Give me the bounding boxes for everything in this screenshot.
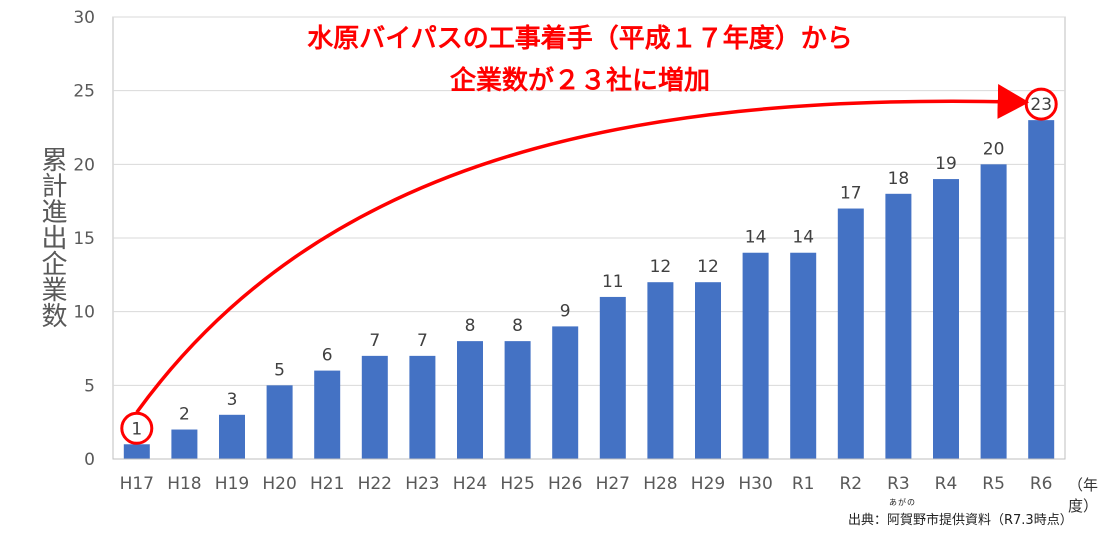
bar xyxy=(837,208,864,459)
growth-arrow xyxy=(135,84,1030,414)
data-label: 12 xyxy=(650,257,672,277)
x-tick-label: H26 xyxy=(548,474,582,494)
bar xyxy=(742,252,769,459)
data-label: 1 xyxy=(131,419,142,439)
data-label: 7 xyxy=(369,331,380,351)
data-label: 18 xyxy=(888,169,910,189)
x-tick-label: R6 xyxy=(1030,474,1053,494)
y-tick-label: 15 xyxy=(73,229,95,249)
data-label: 14 xyxy=(792,228,814,248)
x-tick-label: R3 xyxy=(887,474,910,494)
data-label: 5 xyxy=(274,360,285,380)
headline-line-1: 水原バイパスの工事着手（平成１７年度）から xyxy=(307,24,853,54)
bar xyxy=(790,252,817,459)
highlight-circle xyxy=(120,411,154,445)
y-tick-label: 0 xyxy=(84,450,95,470)
bar xyxy=(885,193,912,460)
data-label: 12 xyxy=(697,257,719,277)
bar xyxy=(504,341,531,459)
data-label: 17 xyxy=(840,184,862,204)
x-tick-label: H28 xyxy=(643,474,677,494)
annotation xyxy=(120,84,1058,445)
source-ruby: あがの xyxy=(889,498,916,507)
bar xyxy=(409,355,436,459)
x-tick-label: H25 xyxy=(500,474,534,494)
bars xyxy=(123,120,1055,460)
bar xyxy=(599,296,626,459)
x-tick-label: H19 xyxy=(215,474,249,494)
bar xyxy=(219,414,245,459)
x-tick-label: H20 xyxy=(262,474,296,494)
x-tick-label: H21 xyxy=(310,474,344,494)
y-tick-label: 20 xyxy=(73,155,95,175)
x-tick-label: H23 xyxy=(405,474,439,494)
data-label: 9 xyxy=(560,301,571,321)
x-axis-unit: （年度） xyxy=(1068,476,1099,515)
bar xyxy=(457,341,483,459)
y-tick-label: 10 xyxy=(73,303,95,323)
x-tick-label: H18 xyxy=(167,474,201,494)
bar xyxy=(123,444,150,459)
y-axis-label: 累計進出企業数 xyxy=(37,146,67,328)
bar xyxy=(314,370,341,459)
source-note: 出典：阿賀野市提供資料（R7.3時点） xyxy=(848,513,1073,528)
data-label: 8 xyxy=(465,316,476,336)
x-tick-label: R5 xyxy=(982,474,1005,494)
bar xyxy=(552,326,579,459)
data-label: 8 xyxy=(512,316,523,336)
bar xyxy=(980,164,1007,460)
x-tick-label: H30 xyxy=(738,474,772,494)
data-label: 6 xyxy=(322,346,333,366)
data-label: 3 xyxy=(227,390,238,410)
x-tick-label: R1 xyxy=(792,474,815,494)
headline-line-2: 企業数が２３社に増加 xyxy=(449,66,710,96)
y-tick-label: 25 xyxy=(73,82,95,102)
x-tick-label: H17 xyxy=(120,474,154,494)
data-label: 19 xyxy=(935,154,957,174)
x-tick-label: H24 xyxy=(453,474,487,494)
data-label: 20 xyxy=(983,139,1005,159)
x-tick-label: H22 xyxy=(358,474,392,494)
x-tick-label: H29 xyxy=(691,474,725,494)
x-tick-label: H27 xyxy=(596,474,630,494)
data-label: 2 xyxy=(179,405,190,425)
bar xyxy=(695,282,721,459)
bar xyxy=(266,385,293,459)
x-tick-label: R2 xyxy=(839,474,862,494)
bar xyxy=(171,429,198,459)
bar xyxy=(933,179,959,460)
data-label: 14 xyxy=(745,228,767,248)
data-label: 7 xyxy=(417,331,428,351)
bar xyxy=(361,355,388,459)
bar xyxy=(1028,120,1055,459)
x-tick-label: R4 xyxy=(935,474,958,494)
y-tick-label: 30 xyxy=(73,8,95,28)
y-tick-label: 5 xyxy=(84,376,95,396)
bar xyxy=(647,282,674,459)
data-label: 23 xyxy=(1030,95,1052,115)
data-label: 11 xyxy=(602,272,624,292)
